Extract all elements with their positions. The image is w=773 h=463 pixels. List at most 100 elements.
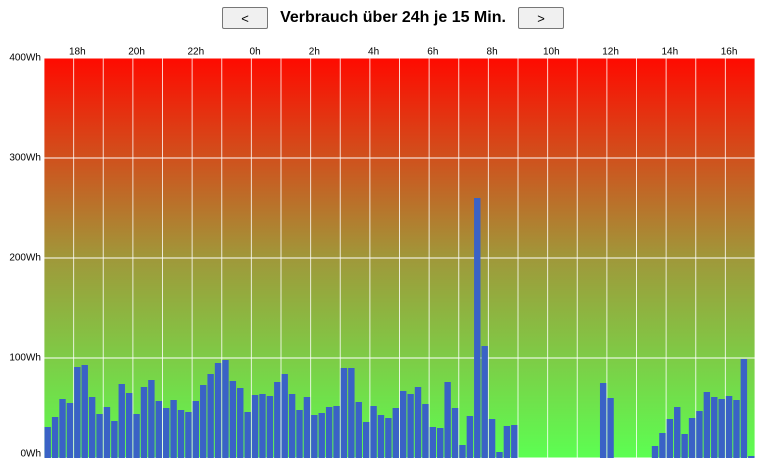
- x-tick-label: 4h: [368, 47, 379, 58]
- bar: [459, 445, 466, 458]
- bar: [474, 198, 481, 458]
- bar: [296, 410, 303, 458]
- bar: [466, 416, 474, 458]
- bar: [400, 391, 407, 458]
- bar: [125, 393, 133, 458]
- bar: [681, 434, 688, 458]
- header: < Verbrauch über 24h je 15 Min. >: [0, 7, 773, 31]
- bar: [355, 402, 362, 458]
- bar: [370, 406, 377, 458]
- bar: [59, 399, 66, 458]
- bar: [674, 407, 681, 458]
- bar: [133, 414, 140, 458]
- bar: [444, 382, 451, 458]
- bar: [348, 368, 355, 458]
- y-tick-label: 300Wh: [9, 153, 41, 164]
- bar: [748, 456, 755, 458]
- prev-button[interactable]: <: [222, 7, 268, 29]
- x-tick-label: 2h: [309, 47, 320, 58]
- bar: [214, 363, 222, 458]
- bar: [222, 360, 229, 458]
- x-tick-label: 10h: [543, 47, 560, 58]
- bar: [696, 411, 703, 458]
- bar: [414, 387, 422, 458]
- bar: [103, 407, 111, 458]
- bar: [503, 426, 511, 458]
- bar: [148, 380, 155, 458]
- bar: [185, 412, 192, 458]
- bar: [140, 387, 148, 458]
- bar: [88, 397, 96, 458]
- bar: [155, 401, 162, 458]
- bar: [651, 446, 659, 458]
- bar: [437, 428, 444, 458]
- bar: [385, 418, 392, 458]
- bar: [451, 408, 459, 458]
- bar: [74, 367, 81, 458]
- x-tick-label: 20h: [128, 47, 145, 58]
- bar: [659, 433, 666, 458]
- bar: [362, 422, 370, 458]
- bar: [377, 415, 385, 458]
- bar: [288, 394, 296, 458]
- y-tick-label: 400Wh: [9, 53, 41, 64]
- x-tick-label: 6h: [427, 47, 438, 58]
- next-button[interactable]: >: [518, 7, 564, 29]
- x-tick-label: 12h: [602, 47, 619, 58]
- bar: [340, 368, 348, 458]
- bar: [725, 396, 733, 458]
- bar: [318, 413, 325, 458]
- bar: [392, 408, 399, 458]
- bar: [718, 399, 725, 458]
- bar: [266, 396, 274, 458]
- bar: [607, 398, 614, 458]
- bar: [740, 359, 748, 458]
- bar: [163, 408, 170, 458]
- chart-title: Verbrauch über 24h je 15 Min.: [280, 9, 506, 26]
- bar: [711, 397, 718, 458]
- bar: [703, 392, 711, 458]
- x-tick-label: 22h: [187, 47, 204, 58]
- bar: [259, 394, 266, 458]
- bar: [170, 400, 177, 458]
- x-tick-label: 18h: [69, 47, 86, 58]
- bar: [192, 401, 200, 458]
- bar: [481, 346, 488, 458]
- bar: [207, 374, 214, 458]
- bar: [599, 383, 607, 458]
- bar: [237, 388, 244, 458]
- bar: [51, 417, 59, 458]
- x-tick-label: 0h: [250, 47, 261, 58]
- bar: [96, 414, 103, 458]
- bar: [200, 385, 207, 458]
- x-tick-label: 16h: [721, 47, 738, 58]
- bar: [407, 394, 414, 458]
- bar: [81, 365, 88, 458]
- bar: [488, 419, 496, 458]
- bar: [511, 425, 518, 458]
- bar: [281, 374, 288, 458]
- bar: [688, 418, 696, 458]
- bar: [111, 421, 118, 458]
- x-tick-label: 14h: [661, 47, 678, 58]
- bar: [66, 403, 74, 458]
- bar: [429, 427, 437, 458]
- bar: [666, 419, 674, 458]
- x-tick-label: 8h: [487, 47, 498, 58]
- bar: [274, 382, 281, 458]
- bar: [251, 395, 259, 458]
- bar: [118, 384, 125, 458]
- bar: [733, 400, 740, 458]
- bar: [333, 406, 340, 458]
- bar: [244, 412, 251, 458]
- bar: [229, 381, 237, 458]
- y-tick-label: 0Wh: [20, 449, 41, 460]
- bar: [422, 404, 429, 458]
- y-tick-label: 100Wh: [9, 353, 41, 364]
- bar: [303, 397, 311, 458]
- bar: [496, 452, 503, 458]
- bar: [325, 407, 333, 458]
- bar: [311, 415, 318, 458]
